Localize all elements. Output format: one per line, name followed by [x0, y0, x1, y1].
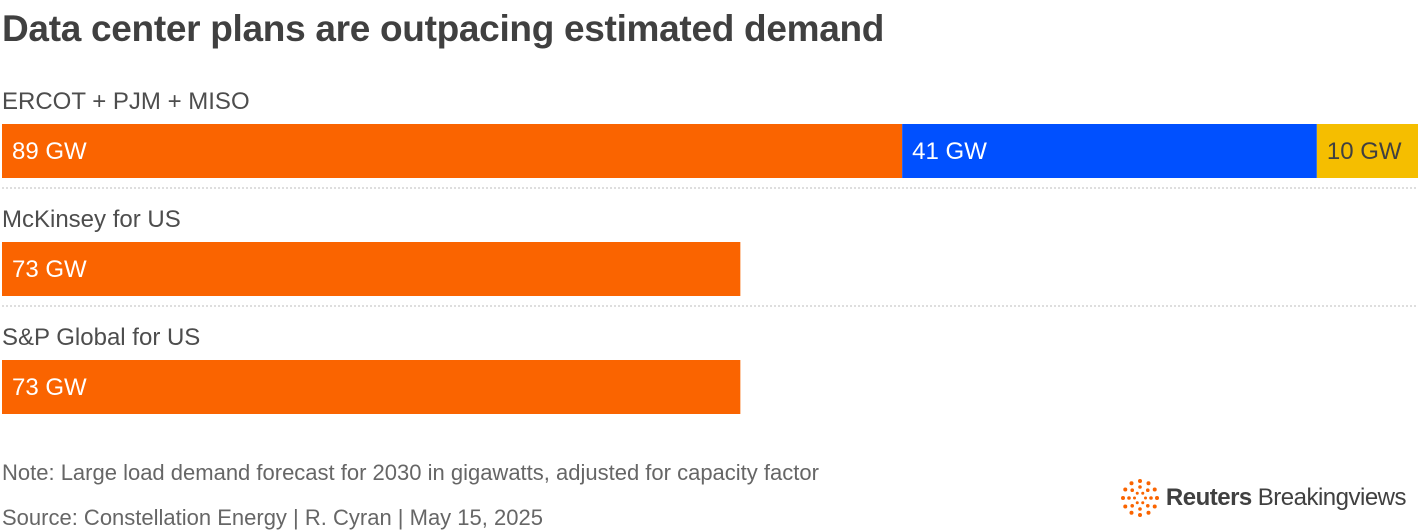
- logo-dot: [1146, 481, 1151, 486]
- bar-segment: [2, 360, 741, 414]
- row-label: ERCOT + PJM + MISO: [2, 88, 250, 115]
- chart-note: Note: Large load demand forecast for 203…: [2, 460, 819, 485]
- logo-dot: [1129, 481, 1134, 486]
- logo-dot: [1138, 485, 1142, 489]
- bar-chart: ERCOT + PJM + MISO 89 GW 41 GW 10 GW McKinse…: [2, 88, 1418, 414]
- bar-value-label: 10 GW: [1327, 138, 1402, 165]
- logo-dot: [1146, 510, 1151, 515]
- bar-value-label: 73 GW: [12, 256, 87, 283]
- logo-dot: [1137, 479, 1142, 483]
- bar-segment: [902, 124, 1317, 178]
- logo-dot: [1135, 501, 1139, 505]
- logo-dot: [1141, 491, 1145, 495]
- logo-dot: [1138, 507, 1142, 511]
- logo-dot: [1145, 488, 1150, 493]
- logo-dot: [1130, 488, 1134, 493]
- bar-segment: [1316, 124, 1418, 178]
- logo-dot: [1154, 496, 1159, 500]
- logo-dot: [1130, 503, 1134, 508]
- logo-dot: [1132, 496, 1136, 500]
- chart-source: Source: Constellation Energy | R. Cyran …: [2, 505, 543, 530]
- reuters-dots-icon: [1120, 479, 1159, 517]
- chart-title: Data center plans are outpacing estimate…: [2, 8, 885, 49]
- logo-dot: [1135, 491, 1139, 495]
- logo-dot: [1149, 496, 1153, 500]
- logo-dot: [1152, 504, 1157, 509]
- logo-dot: [1129, 510, 1134, 515]
- bar-value-label: 41 GW: [912, 138, 987, 165]
- logo-dot: [1123, 487, 1128, 492]
- logo-dot: [1143, 496, 1147, 500]
- logo-dot: [1145, 503, 1150, 508]
- bar-segment: [2, 242, 741, 296]
- logo-sub: Breakingviews: [1257, 484, 1407, 511]
- logo-dot: [1123, 504, 1128, 509]
- logo-dot: [1127, 496, 1131, 500]
- logo-dot: [1152, 487, 1157, 492]
- logo-dot: [1141, 501, 1145, 505]
- bar-value-label: 89 GW: [12, 138, 87, 165]
- reuters-breakingviews-logo: Reuters Breakingviews: [1120, 478, 1407, 518]
- bar-value-label: 73 GW: [12, 374, 87, 401]
- logo-dot: [1137, 513, 1142, 517]
- logo-brand: Reuters: [1165, 484, 1252, 511]
- bar-segment: [2, 124, 903, 178]
- logo-dot: [1120, 496, 1125, 500]
- row-label: S&P Global for US: [2, 324, 200, 351]
- row-label: McKinsey for US: [2, 206, 181, 233]
